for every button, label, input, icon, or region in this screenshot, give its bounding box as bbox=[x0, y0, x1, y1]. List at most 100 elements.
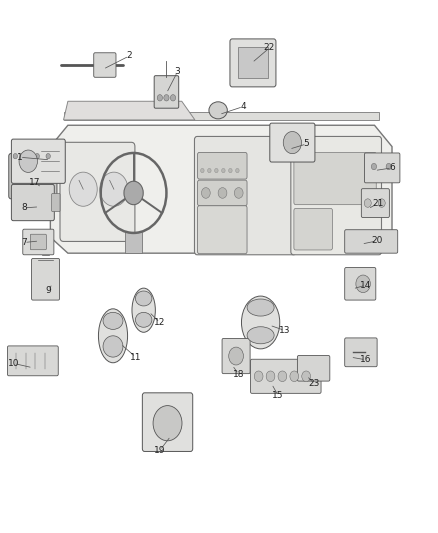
Circle shape bbox=[100, 172, 128, 206]
Text: 13: 13 bbox=[279, 326, 290, 335]
FancyBboxPatch shape bbox=[52, 193, 60, 212]
FancyBboxPatch shape bbox=[345, 230, 398, 253]
FancyBboxPatch shape bbox=[361, 189, 389, 217]
Text: 23: 23 bbox=[309, 379, 320, 388]
FancyBboxPatch shape bbox=[364, 153, 400, 183]
Text: 21: 21 bbox=[372, 199, 383, 208]
FancyBboxPatch shape bbox=[198, 180, 247, 206]
Ellipse shape bbox=[99, 309, 127, 363]
Circle shape bbox=[356, 275, 370, 293]
Ellipse shape bbox=[247, 299, 274, 316]
Circle shape bbox=[46, 154, 50, 159]
Text: 19: 19 bbox=[154, 446, 166, 455]
FancyBboxPatch shape bbox=[198, 206, 247, 254]
FancyBboxPatch shape bbox=[94, 53, 116, 77]
FancyBboxPatch shape bbox=[345, 338, 377, 367]
FancyBboxPatch shape bbox=[60, 142, 135, 241]
Circle shape bbox=[24, 154, 28, 159]
Circle shape bbox=[35, 154, 39, 159]
Text: 1: 1 bbox=[17, 153, 23, 161]
Circle shape bbox=[218, 188, 227, 198]
Circle shape bbox=[378, 199, 385, 207]
Circle shape bbox=[164, 95, 169, 101]
Circle shape bbox=[201, 168, 204, 173]
Text: 12: 12 bbox=[154, 318, 166, 327]
Circle shape bbox=[69, 172, 97, 206]
Text: 22: 22 bbox=[264, 44, 275, 52]
Circle shape bbox=[278, 371, 287, 382]
FancyBboxPatch shape bbox=[297, 356, 330, 381]
Text: 20: 20 bbox=[371, 237, 382, 245]
Text: 2: 2 bbox=[127, 52, 132, 60]
Text: 6: 6 bbox=[389, 164, 395, 172]
Circle shape bbox=[386, 163, 391, 169]
Circle shape bbox=[153, 406, 182, 441]
Text: 3: 3 bbox=[174, 68, 180, 76]
FancyBboxPatch shape bbox=[222, 338, 250, 374]
Text: 16: 16 bbox=[360, 356, 371, 364]
Text: 18: 18 bbox=[233, 370, 244, 378]
FancyBboxPatch shape bbox=[30, 234, 46, 250]
FancyBboxPatch shape bbox=[11, 184, 54, 221]
Text: 4: 4 bbox=[240, 102, 246, 111]
FancyBboxPatch shape bbox=[270, 123, 315, 162]
Circle shape bbox=[302, 371, 311, 382]
FancyBboxPatch shape bbox=[294, 208, 332, 250]
Circle shape bbox=[201, 188, 210, 198]
FancyBboxPatch shape bbox=[142, 393, 193, 451]
Circle shape bbox=[283, 132, 301, 154]
FancyBboxPatch shape bbox=[9, 154, 57, 199]
Ellipse shape bbox=[241, 296, 280, 349]
Text: 11: 11 bbox=[130, 353, 141, 361]
Text: 9: 9 bbox=[45, 286, 51, 295]
FancyBboxPatch shape bbox=[23, 229, 54, 255]
FancyBboxPatch shape bbox=[7, 346, 58, 376]
Circle shape bbox=[364, 199, 371, 207]
Text: 5: 5 bbox=[304, 140, 310, 148]
Circle shape bbox=[254, 371, 263, 382]
FancyBboxPatch shape bbox=[154, 76, 179, 108]
Ellipse shape bbox=[209, 102, 227, 119]
Circle shape bbox=[13, 154, 18, 159]
Circle shape bbox=[234, 188, 243, 198]
Circle shape bbox=[170, 95, 176, 101]
FancyBboxPatch shape bbox=[345, 268, 376, 300]
FancyBboxPatch shape bbox=[251, 359, 321, 393]
Polygon shape bbox=[50, 125, 392, 253]
Text: 8: 8 bbox=[21, 204, 27, 212]
Polygon shape bbox=[125, 232, 142, 253]
Circle shape bbox=[371, 163, 377, 169]
Circle shape bbox=[215, 168, 218, 173]
Text: 17: 17 bbox=[29, 178, 41, 187]
Ellipse shape bbox=[135, 312, 152, 327]
Ellipse shape bbox=[103, 336, 123, 357]
FancyBboxPatch shape bbox=[230, 39, 276, 87]
Text: 14: 14 bbox=[360, 281, 371, 289]
Ellipse shape bbox=[247, 327, 274, 344]
Circle shape bbox=[157, 95, 162, 101]
Circle shape bbox=[19, 150, 37, 173]
Circle shape bbox=[222, 168, 225, 173]
Circle shape bbox=[236, 168, 239, 173]
FancyBboxPatch shape bbox=[11, 139, 65, 183]
FancyBboxPatch shape bbox=[194, 136, 296, 255]
Ellipse shape bbox=[132, 288, 155, 332]
Circle shape bbox=[124, 181, 143, 205]
Polygon shape bbox=[64, 112, 379, 120]
FancyBboxPatch shape bbox=[32, 259, 60, 300]
Polygon shape bbox=[64, 101, 195, 120]
Text: 15: 15 bbox=[272, 391, 284, 400]
Circle shape bbox=[229, 168, 232, 173]
Circle shape bbox=[266, 371, 275, 382]
Text: 7: 7 bbox=[21, 238, 27, 247]
Circle shape bbox=[208, 168, 211, 173]
Text: 10: 10 bbox=[8, 359, 20, 368]
FancyBboxPatch shape bbox=[294, 152, 376, 205]
Circle shape bbox=[290, 371, 299, 382]
FancyBboxPatch shape bbox=[291, 136, 381, 255]
Ellipse shape bbox=[103, 312, 123, 329]
Circle shape bbox=[229, 347, 244, 365]
FancyBboxPatch shape bbox=[198, 152, 247, 179]
Ellipse shape bbox=[135, 291, 152, 306]
FancyBboxPatch shape bbox=[238, 47, 268, 78]
